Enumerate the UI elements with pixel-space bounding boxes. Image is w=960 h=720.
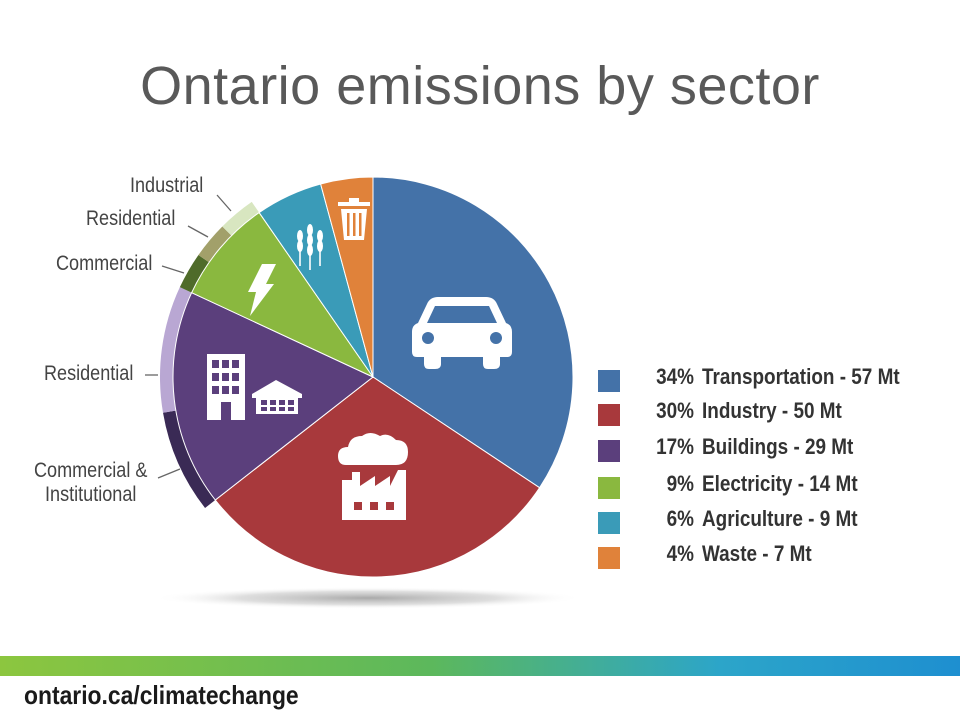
sub-ring-commercial-electricity: [179, 254, 211, 294]
pie-chart: [145, 176, 583, 609]
legend-percent: 6%: [666, 506, 694, 531]
pie-slice-industry: [214, 376, 541, 578]
legend-percent: 4%: [666, 541, 694, 566]
callout-commercial-institutional-line1: Commercial &: [34, 459, 148, 482]
footer-gradient-bar: [0, 656, 960, 676]
legend-item-agriculture: 6% Agriculture - 9 Mt: [598, 506, 948, 536]
legend-label: Transportation - 57 Mt: [702, 364, 900, 389]
callout-line-industrial: [216, 194, 232, 212]
wheat-icon: [297, 224, 323, 270]
legend-swatch: [598, 512, 620, 534]
lightning-icon: [248, 264, 276, 316]
callout-line-commercial-institutional: [157, 468, 181, 479]
legend-label: Industry - 50 Mt: [702, 398, 842, 423]
legend-label: Electricity - 14 Mt: [702, 471, 858, 496]
callout-line-residential-electricity: [187, 225, 209, 238]
legend-percent: 17%: [656, 434, 694, 459]
slide-title: Ontario emissions by sector: [140, 56, 820, 116]
pie-slice-electricity: [190, 211, 375, 379]
callout-residential-buildings: Residential: [44, 362, 134, 385]
callout-commercial-electricity: Commercial: [56, 252, 153, 275]
legend-swatch: [598, 477, 620, 499]
callout-lines: [145, 194, 232, 479]
legend-percent: 30%: [656, 398, 694, 423]
legend-label: Buildings - 29 Mt: [702, 434, 854, 459]
callout-commercial-institutional: Commercial & Institutional: [34, 459, 147, 507]
callout-industrial: Industrial: [130, 174, 204, 197]
sub-ring-residential-electricity: [198, 226, 233, 264]
legend-item-buildings: 17% Buildings - 29 Mt: [598, 434, 948, 464]
callout-commercial-institutional-line2: Institutional: [45, 483, 137, 506]
legend-swatch: [598, 404, 620, 426]
legend-item-industry: 30% Industry - 50 Mt: [598, 398, 948, 428]
legend-item-electricity: 9% Electricity - 14 Mt: [598, 471, 948, 501]
legend-item-transportation: 34% Transportation - 57 Mt: [598, 364, 948, 394]
factory-icon: [338, 433, 408, 520]
sub-ring-industrial-electricity: [222, 201, 261, 238]
trash-icon: [338, 198, 370, 240]
legend-label: Waste - 7 Mt: [702, 541, 812, 566]
callout-line-commercial-electricity: [161, 265, 185, 274]
car-icon: [412, 297, 512, 369]
legend-swatch: [598, 370, 620, 392]
legend-label: Agriculture - 9 Mt: [702, 506, 858, 531]
callout-residential-electricity: Residential: [86, 207, 176, 230]
pie-shadow: [153, 587, 583, 609]
legend-swatch: [598, 440, 620, 462]
legend-percent: 9%: [666, 471, 694, 496]
legend-percent: 34%: [656, 364, 694, 389]
legend-item-waste: 4% Waste - 7 Mt: [598, 541, 948, 571]
footer-url[interactable]: ontario.ca/climatechange: [24, 680, 299, 710]
legend-swatch: [598, 547, 620, 569]
buildings-icon: [207, 354, 302, 420]
